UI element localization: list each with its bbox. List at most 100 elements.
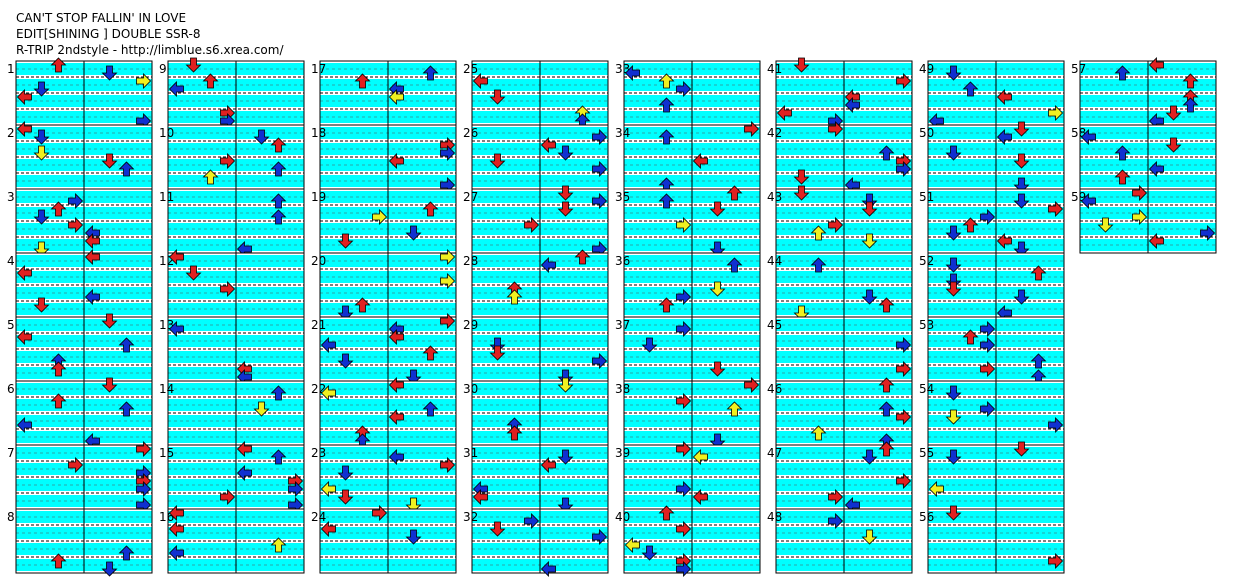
arrow-note (658, 129, 675, 145)
song-title: CAN'T STOP FALLIN' IN LOVE (16, 11, 186, 25)
arrow-note (524, 513, 540, 529)
measure-number: 49 (919, 62, 934, 76)
measure-number: 24 (311, 510, 326, 524)
arrow-note (726, 185, 743, 201)
arrow-note (1148, 57, 1164, 73)
measure-number: 56 (919, 510, 934, 524)
measure-number: 30 (463, 382, 478, 396)
measure: 56 (919, 505, 1065, 574)
measure: 37 (615, 316, 761, 382)
measure: 22 (311, 377, 457, 449)
measure-number: 7 (7, 446, 15, 460)
arrow-note (101, 65, 118, 81)
measure: 5 (7, 313, 153, 382)
arrow-note (440, 145, 456, 161)
measure-number: 4 (7, 254, 15, 268)
measure: 18 (311, 124, 457, 193)
arrow-note (118, 337, 135, 353)
measure: 12 (159, 249, 305, 318)
arrow-note (878, 441, 895, 457)
arrow-note (185, 265, 202, 281)
arrow-note (980, 361, 996, 377)
arrow-note (945, 409, 962, 425)
arrow-note (945, 505, 962, 521)
arrow-note (980, 209, 996, 225)
arrow-note (388, 329, 404, 345)
measure-number: 5 (7, 318, 15, 332)
arrow-note (928, 481, 944, 497)
measure: 4 (7, 249, 153, 318)
arrow-note (354, 73, 371, 89)
arrow-note (624, 537, 640, 553)
arrow-note (422, 401, 439, 417)
arrow-note (676, 81, 692, 97)
arrow-note (270, 209, 287, 225)
measure: 3 (7, 188, 153, 257)
arrow-note (1048, 417, 1064, 433)
measure: 36 (615, 252, 761, 318)
arrow-note (557, 377, 574, 393)
arrow-note (828, 513, 844, 529)
measure: 29 (463, 316, 609, 385)
arrow-note (16, 417, 32, 433)
measure-number: 11 (159, 190, 174, 204)
measure-number: 53 (919, 318, 934, 332)
measure: 45 (767, 316, 913, 382)
measure: 9 (159, 57, 305, 129)
arrow-note (726, 401, 743, 417)
arrow-note (996, 89, 1012, 105)
arrow-note (489, 345, 506, 361)
arrow-note (270, 385, 287, 401)
measure: 58 (1071, 124, 1217, 190)
arrow-note (592, 161, 608, 177)
arrow-note (33, 297, 50, 313)
arrow-note (945, 257, 962, 273)
measure-number: 19 (311, 190, 326, 204)
arrow-note (388, 89, 404, 105)
measure-number: 29 (463, 318, 478, 332)
arrow-note (1013, 289, 1030, 305)
arrow-note (50, 553, 67, 569)
measure: 53 (919, 316, 1065, 385)
arrow-note (896, 473, 912, 489)
arrow-note (168, 81, 184, 97)
arrow-note (405, 529, 422, 545)
arrow-note (861, 233, 878, 249)
arrow-note (658, 505, 675, 521)
arrow-note (676, 321, 692, 337)
arrow-note (861, 449, 878, 465)
arrow-note (253, 401, 270, 417)
measure-number: 9 (159, 62, 167, 76)
measure: 25 (463, 60, 609, 129)
arrow-note (506, 289, 523, 305)
arrow-note (168, 521, 184, 537)
measure: 31 (463, 444, 609, 513)
arrow-note (709, 361, 726, 377)
arrow-note (50, 393, 67, 409)
arrow-note (1080, 193, 1096, 209)
measure-number: 21 (311, 318, 326, 332)
measure-number: 41 (767, 62, 782, 76)
measure: 59 (1071, 185, 1217, 254)
arrow-note (676, 441, 692, 457)
arrow-note (16, 89, 32, 105)
arrow-note (896, 337, 912, 353)
arrow-note (118, 161, 135, 177)
arrow-note (878, 377, 895, 393)
arrow-note (896, 409, 912, 425)
measure: 2 (7, 121, 153, 190)
measure-border (15, 508, 153, 574)
measure: 7 (7, 441, 153, 513)
measure-number: 20 (311, 254, 326, 268)
measure-number: 17 (311, 62, 326, 76)
arrow-note (118, 545, 135, 561)
arrow-note (844, 97, 860, 113)
arrow-note (980, 337, 996, 353)
arrow-note (84, 249, 100, 265)
arrow-note (557, 201, 574, 217)
arrow-note (1165, 105, 1182, 121)
arrow-note (524, 217, 540, 233)
measure: 41 (767, 57, 913, 129)
measure: 26 (463, 124, 609, 190)
arrow-note (337, 233, 354, 249)
